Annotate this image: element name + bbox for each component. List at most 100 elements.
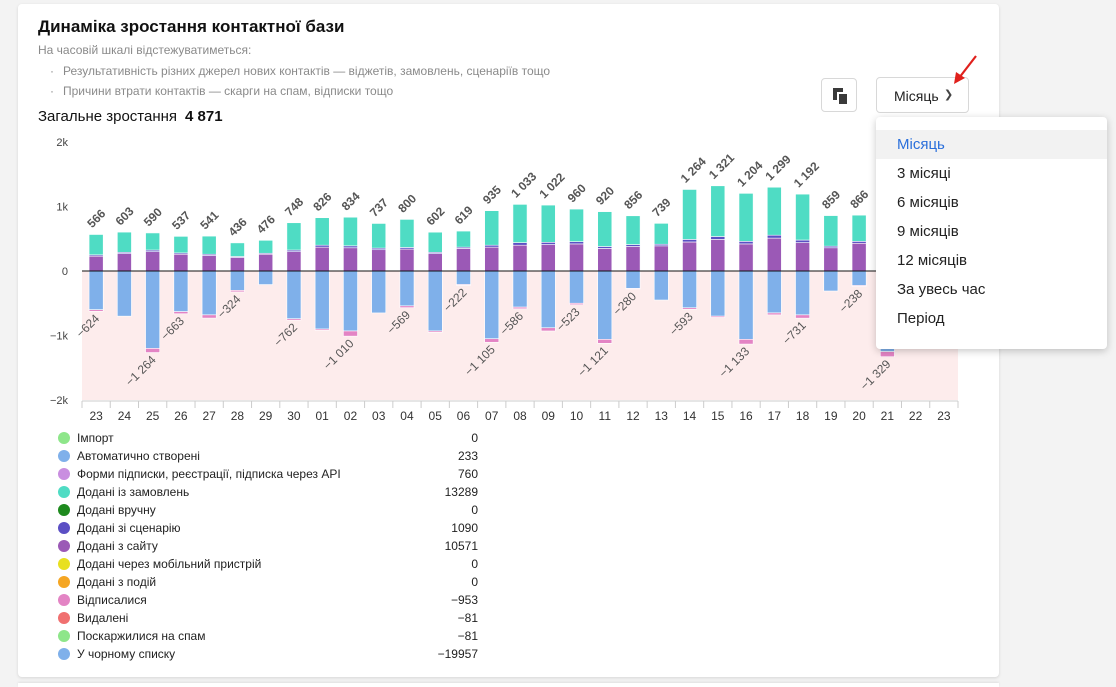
bar-segment [766, 237, 782, 272]
x-tick-label: 23 [89, 409, 103, 423]
legend-item[interactable]: Видалені −81 [58, 610, 478, 628]
x-tick-label: 29 [259, 409, 273, 423]
bar-segment [569, 243, 584, 272]
bar-segment [145, 251, 161, 272]
legend-value: −19957 [437, 647, 478, 661]
positive-data-label: 541 [197, 208, 221, 232]
legend-item[interactable]: Додані зі сценарію 1090 [58, 520, 478, 538]
bar-segment [823, 215, 839, 247]
bar-segment [145, 348, 161, 353]
legend-value: 10571 [444, 539, 478, 553]
legend-dot [58, 540, 70, 552]
legend-value: −81 [457, 629, 478, 643]
legend-item[interactable]: Додані із замовлень 13289 [58, 484, 478, 502]
period-select-button[interactable]: Місяць ❯ [876, 77, 969, 113]
bar-segment [371, 270, 387, 314]
positive-data-label: 476 [254, 212, 278, 236]
bar-segment [173, 311, 189, 315]
legend-item[interactable]: Додані з подій 0 [58, 574, 478, 592]
positive-data-label: 590 [141, 205, 165, 229]
period-option-month[interactable]: Місяць [876, 130, 1107, 159]
period-option-9-months[interactable]: 9 місяців [897, 223, 959, 240]
bar-segment [173, 270, 189, 312]
bar-segment [427, 270, 443, 332]
total-growth-label: Загальне зростання [38, 108, 178, 125]
x-tick-label: 11 [599, 409, 612, 423]
legend-dot [58, 576, 70, 588]
bar-segment [851, 270, 867, 286]
bar-segment [230, 242, 245, 257]
legend-item[interactable]: Форми підписки, реєстрації, підписка чер… [58, 466, 478, 484]
x-tick-label: 02 [344, 409, 358, 423]
bar-segment [201, 270, 217, 316]
copy-button[interactable] [821, 78, 857, 112]
x-tick-label: 12 [626, 409, 640, 423]
bar-segment [343, 270, 358, 332]
bar-segment [879, 351, 895, 358]
legend-label: Автоматично створені [77, 449, 200, 463]
bar-segment [117, 253, 132, 272]
positive-data-label: 960 [565, 181, 589, 205]
legend-item[interactable]: Автоматично створені 233 [58, 448, 478, 466]
legend-dot [58, 612, 70, 624]
bar-segment [682, 189, 697, 240]
bar-segment [286, 318, 302, 321]
x-tick-label: 21 [881, 409, 895, 423]
bar-segment [343, 216, 358, 247]
bar-segment [710, 239, 726, 272]
bar-segment [145, 270, 161, 349]
positive-data-label: 537 [169, 208, 193, 232]
legend-item[interactable]: У чорному списку −19957 [58, 646, 478, 664]
legend-value: 0 [471, 575, 478, 589]
legend-value: 233 [457, 449, 478, 463]
period-option-6-months[interactable]: 6 місяців [897, 194, 959, 211]
y-tick-label: −2k [50, 395, 69, 407]
legend-item[interactable]: Додані через мобільний пристрій 0 [58, 556, 478, 574]
period-dropdown: Місяць 3 місяці 6 місяців 9 місяців 12 м… [876, 117, 1107, 349]
x-tick-label: 26 [174, 409, 188, 423]
x-tick-label: 24 [118, 409, 132, 423]
bar-segment [795, 314, 810, 319]
legend-dot [58, 630, 70, 642]
bar-segment [201, 235, 217, 255]
bar-segment [710, 236, 726, 240]
bar-segment [512, 306, 528, 310]
bar-segment [625, 270, 641, 289]
bar-segment [230, 270, 245, 291]
x-tick-label: 04 [400, 409, 414, 423]
x-tick-label: 19 [824, 409, 838, 423]
bar-segment [201, 314, 217, 319]
period-option-all-time[interactable]: За увесь час [897, 281, 986, 298]
x-tick-label: 20 [852, 409, 866, 423]
legend-item[interactable]: Імпорт 0 [58, 430, 478, 448]
bar-segment [766, 312, 782, 316]
bar-segment [399, 248, 415, 272]
bar-segment [456, 284, 471, 286]
bar-segment [597, 339, 613, 344]
legend-value: −953 [450, 593, 478, 607]
period-option-12-months[interactable]: 12 місяців [897, 252, 968, 269]
period-option-3-months[interactable]: 3 місяці [897, 165, 951, 182]
bar-segment [710, 270, 726, 317]
legend-value: 0 [471, 557, 478, 571]
legend-value: 1090 [451, 521, 478, 535]
total-growth: Загальне зростання 4 871 [38, 108, 223, 125]
positive-data-label: 826 [310, 190, 334, 214]
legend-item[interactable]: Відписалися −953 [58, 592, 478, 610]
next-card-edge [18, 683, 999, 687]
bar-segment [823, 270, 839, 292]
x-tick-label: 09 [542, 409, 556, 423]
bar-segment [625, 246, 641, 272]
period-option-custom[interactable]: Період [897, 310, 945, 327]
x-tick-label: 03 [372, 409, 386, 423]
legend-item[interactable]: Додані з сайту 10571 [58, 538, 478, 556]
positive-data-label: 834 [339, 189, 363, 213]
bar-segment [399, 219, 415, 248]
x-tick-label: 10 [570, 409, 584, 423]
bar-segment [286, 222, 302, 251]
legend-label: Додані зі сценарію [77, 521, 181, 535]
legend-item[interactable]: Додані вручну 0 [58, 502, 478, 520]
bar-segment [399, 305, 415, 309]
bar-segment [851, 242, 867, 272]
legend-item[interactable]: Поскаржилися на спам −81 [58, 628, 478, 646]
